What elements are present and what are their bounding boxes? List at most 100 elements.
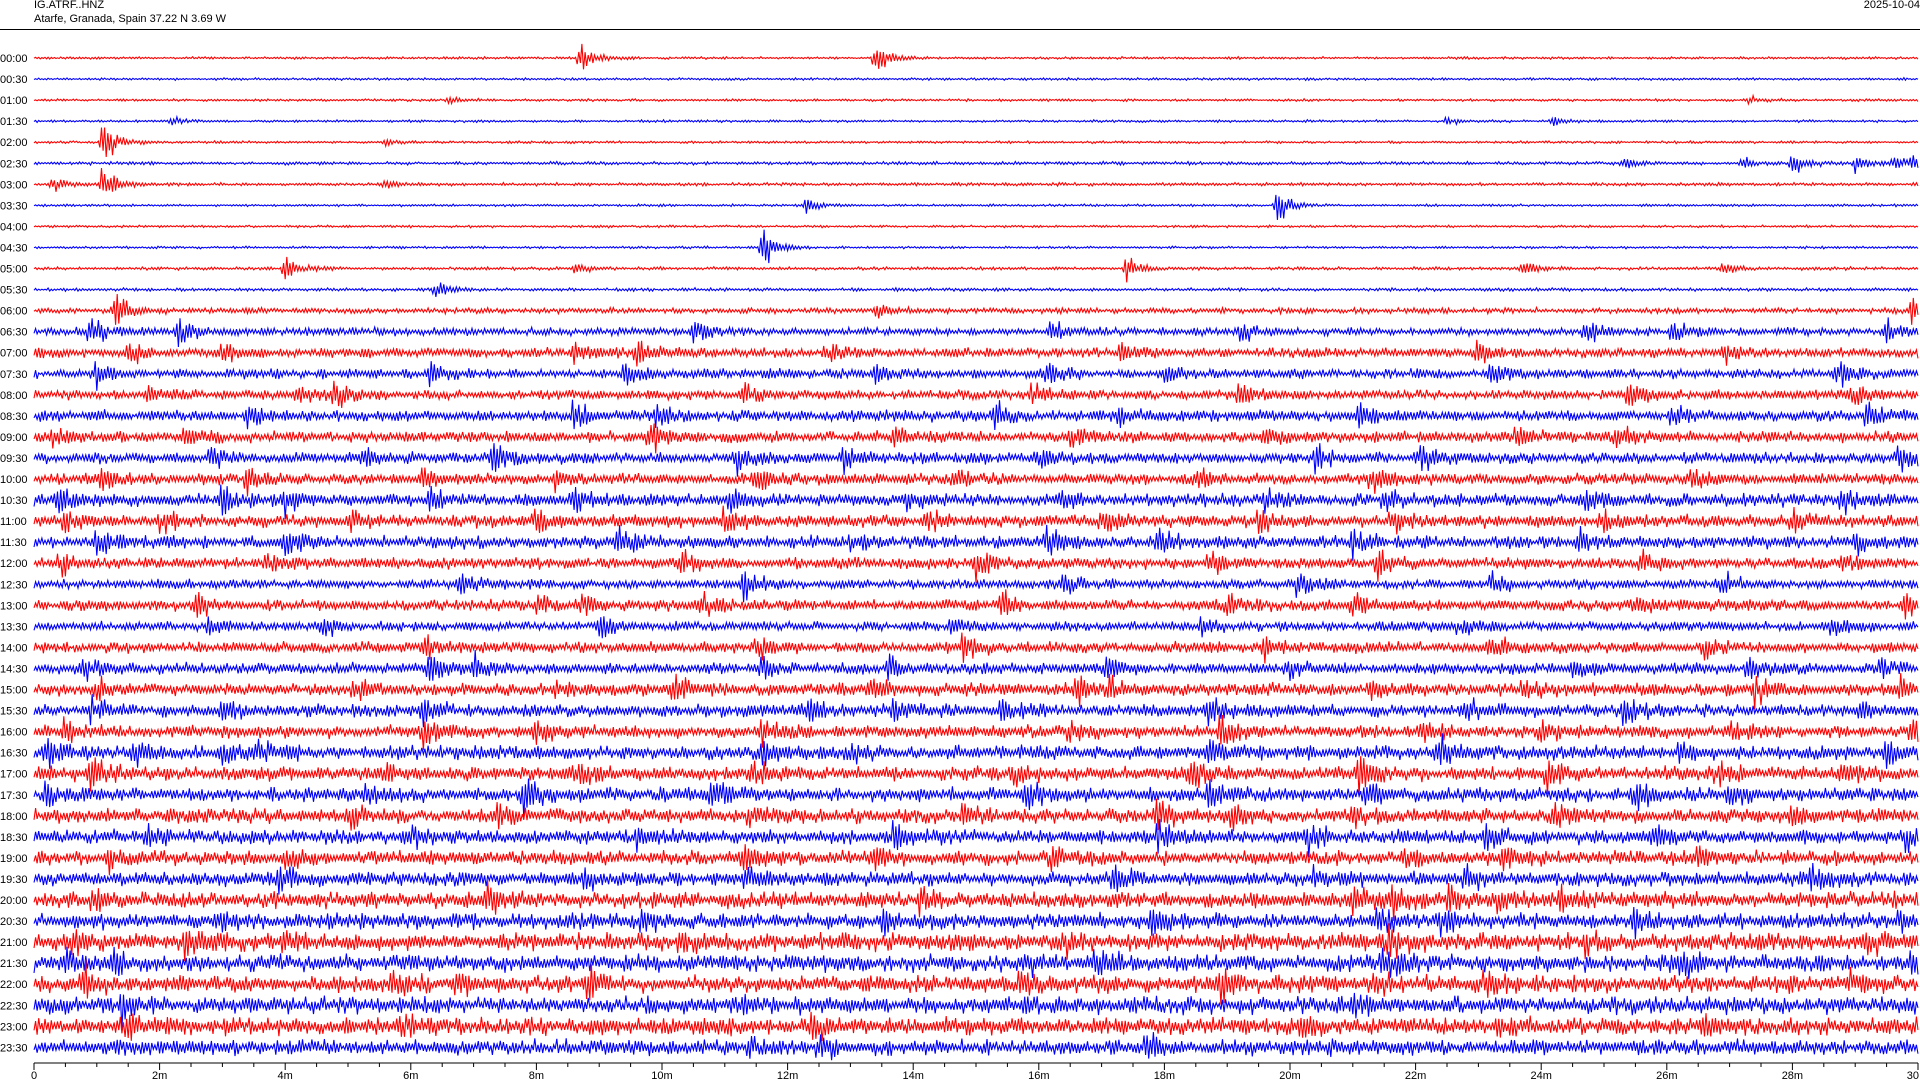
trace-0030 — [33, 76, 1919, 82]
row-label-group: 00:00 00:30 01:00 01:30 02:00 02:30 03:00 03:30… — [0, 53, 28, 1054]
row-label: 09:00 — [0, 432, 28, 444]
station-code: IG.ATRF..HNZ — [34, 0, 105, 11]
row-label: 19:00 — [0, 853, 28, 865]
x-tick-label: 0 — [31, 1070, 37, 1080]
trace-1330 — [33, 616, 1919, 639]
trace-0430 — [33, 229, 1919, 264]
row-label: 19:30 — [0, 874, 28, 886]
trace-0400 — [33, 224, 1919, 229]
trace-1400 — [33, 632, 1919, 664]
trace-2230 — [33, 992, 1919, 1030]
x-tick-label: 14m — [902, 1070, 923, 1080]
row-label: 23:30 — [0, 1042, 28, 1054]
row-label: 05:00 — [0, 264, 28, 276]
trace-1930 — [33, 862, 1919, 895]
row-label: 02:00 — [0, 137, 28, 149]
x-tick-label: 18m — [1154, 1070, 1175, 1080]
trace-1730 — [33, 778, 1919, 818]
row-label: 17:00 — [0, 769, 28, 781]
trace-1500 — [33, 673, 1919, 710]
row-label: 23:00 — [0, 1021, 28, 1033]
trace-2000 — [33, 880, 1919, 921]
trace-0730 — [33, 361, 1919, 391]
x-tick-label: 24m — [1530, 1070, 1551, 1080]
row-label: 18:30 — [0, 832, 28, 844]
trace-0230 — [33, 155, 1919, 174]
row-label: 20:30 — [0, 916, 28, 928]
trace-0630 — [33, 317, 1919, 348]
trace-1630 — [33, 733, 1919, 769]
x-tick-label: 8m — [529, 1070, 544, 1080]
row-label: 14:00 — [0, 642, 28, 654]
row-label: 12:00 — [0, 558, 28, 570]
row-label: 00:30 — [0, 74, 28, 86]
row-label: 16:00 — [0, 727, 28, 739]
row-label: 15:30 — [0, 706, 28, 718]
trace-1900 — [33, 844, 1919, 876]
row-label: 20:00 — [0, 895, 28, 907]
x-tick-label: 16m — [1028, 1070, 1049, 1080]
row-label: 22:00 — [0, 979, 28, 991]
row-label: 06:30 — [0, 327, 28, 339]
row-label: 09:30 — [0, 453, 28, 465]
trace-1430 — [33, 649, 1919, 682]
trace-2200 — [33, 959, 1919, 1005]
trace-0130 — [33, 114, 1919, 127]
row-label: 04:30 — [0, 242, 28, 254]
row-label: 07:00 — [0, 348, 28, 360]
row-label: 21:30 — [0, 958, 28, 970]
trace-0830 — [33, 399, 1919, 431]
trace-1600 — [33, 714, 1919, 751]
trace-0800 — [33, 380, 1919, 409]
trace-2130 — [33, 946, 1919, 979]
row-label: 01:00 — [0, 95, 28, 107]
trace-0300 — [33, 168, 1919, 192]
row-label: 22:30 — [0, 1000, 28, 1012]
row-label: 08:30 — [0, 411, 28, 423]
row-label: 03:30 — [0, 200, 28, 212]
trace-1830 — [33, 819, 1919, 858]
trace-1700 — [33, 756, 1919, 797]
row-label: 00:00 — [0, 53, 28, 65]
row-label: 21:00 — [0, 937, 28, 949]
trace-1230 — [33, 570, 1919, 603]
row-label: 06:00 — [0, 306, 28, 318]
trace-1100 — [33, 505, 1919, 535]
row-label: 07:30 — [0, 369, 28, 381]
row-label: 17:30 — [0, 790, 28, 802]
trace-2030 — [33, 906, 1919, 940]
trace-1800 — [33, 798, 1919, 832]
row-label: 13:00 — [0, 600, 28, 612]
row-label: 16:30 — [0, 748, 28, 760]
trace-0000 — [33, 43, 1919, 70]
x-tick-label: 4m — [278, 1070, 293, 1080]
trace-2100 — [33, 923, 1919, 962]
trace-0330 — [33, 194, 1919, 220]
header-divider — [0, 29, 1920, 30]
row-label: 10:30 — [0, 495, 28, 507]
trace-0100 — [33, 93, 1919, 106]
row-label: 12:30 — [0, 579, 28, 591]
row-label: 18:00 — [0, 811, 28, 823]
x-tick-label: 12m — [777, 1070, 798, 1080]
trace-2300 — [33, 1011, 1919, 1042]
x-tick-label: 30 — [1907, 1070, 1919, 1080]
row-label: 04:00 — [0, 221, 28, 233]
trace-0900 — [33, 423, 1919, 454]
row-label: 08:00 — [0, 390, 28, 402]
row-label: 11:30 — [0, 537, 27, 549]
trace-0930 — [33, 443, 1919, 477]
trace-1530 — [33, 694, 1919, 728]
trace-0530 — [33, 282, 1919, 297]
station-location: Atarfe, Granada, Spain 37.22 N 3.69 W — [34, 13, 227, 25]
record-date: 2025-10-04 — [1863, 0, 1920, 11]
row-label: 05:30 — [0, 285, 28, 297]
row-label: 01:30 — [0, 116, 28, 128]
trace-1030 — [33, 484, 1919, 519]
x-tick-label: 22m — [1405, 1070, 1426, 1080]
trace-1200 — [33, 548, 1919, 583]
trace-1130 — [33, 524, 1919, 561]
trace-1300 — [33, 589, 1919, 620]
row-label: 03:00 — [0, 179, 28, 191]
